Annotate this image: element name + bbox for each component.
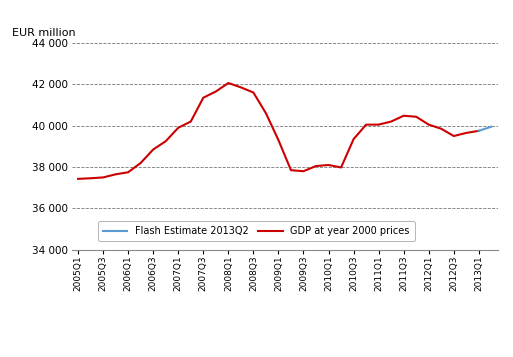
Line: GDP at year 2000 prices: GDP at year 2000 prices	[78, 83, 479, 179]
GDP at year 2000 prices	[376, 122, 382, 127]
GDP at year 2000 prices	[388, 119, 394, 124]
GDP at year 2000 prices	[100, 175, 106, 180]
Flash Estimate 2013Q2	[476, 129, 482, 133]
GDP at year 2000 prices	[476, 129, 482, 133]
GDP at year 2000 prices	[125, 170, 131, 175]
GDP at year 2000 prices	[225, 81, 231, 85]
GDP at year 2000 prices	[313, 164, 319, 168]
GDP at year 2000 prices	[238, 85, 244, 90]
GDP at year 2000 prices	[263, 111, 269, 115]
GDP at year 2000 prices	[200, 96, 206, 100]
GDP at year 2000 prices	[413, 115, 419, 119]
GDP at year 2000 prices	[325, 163, 331, 167]
GDP at year 2000 prices	[88, 176, 94, 180]
GDP at year 2000 prices	[150, 147, 156, 152]
GDP at year 2000 prices	[75, 177, 81, 181]
GDP at year 2000 prices	[175, 126, 182, 130]
Legend: Flash Estimate 2013Q2, GDP at year 2000 prices: Flash Estimate 2013Q2, GDP at year 2000 …	[98, 221, 415, 241]
GDP at year 2000 prices	[363, 122, 369, 127]
GDP at year 2000 prices	[137, 161, 144, 165]
GDP at year 2000 prices	[438, 127, 444, 131]
GDP at year 2000 prices	[350, 137, 357, 141]
GDP at year 2000 prices	[338, 165, 344, 170]
GDP at year 2000 prices	[112, 172, 119, 176]
Line: Flash Estimate 2013Q2: Flash Estimate 2013Q2	[479, 127, 491, 131]
GDP at year 2000 prices	[163, 139, 169, 143]
GDP at year 2000 prices	[188, 119, 194, 124]
GDP at year 2000 prices	[250, 90, 256, 95]
GDP at year 2000 prices	[401, 114, 407, 118]
GDP at year 2000 prices	[426, 122, 432, 127]
GDP at year 2000 prices	[463, 131, 469, 135]
GDP at year 2000 prices	[288, 168, 294, 172]
GDP at year 2000 prices	[301, 169, 307, 174]
GDP at year 2000 prices	[451, 134, 457, 138]
GDP at year 2000 prices	[213, 89, 219, 94]
Flash Estimate 2013Q2	[488, 125, 495, 129]
GDP at year 2000 prices	[275, 138, 282, 142]
Text: EUR million: EUR million	[12, 28, 76, 38]
